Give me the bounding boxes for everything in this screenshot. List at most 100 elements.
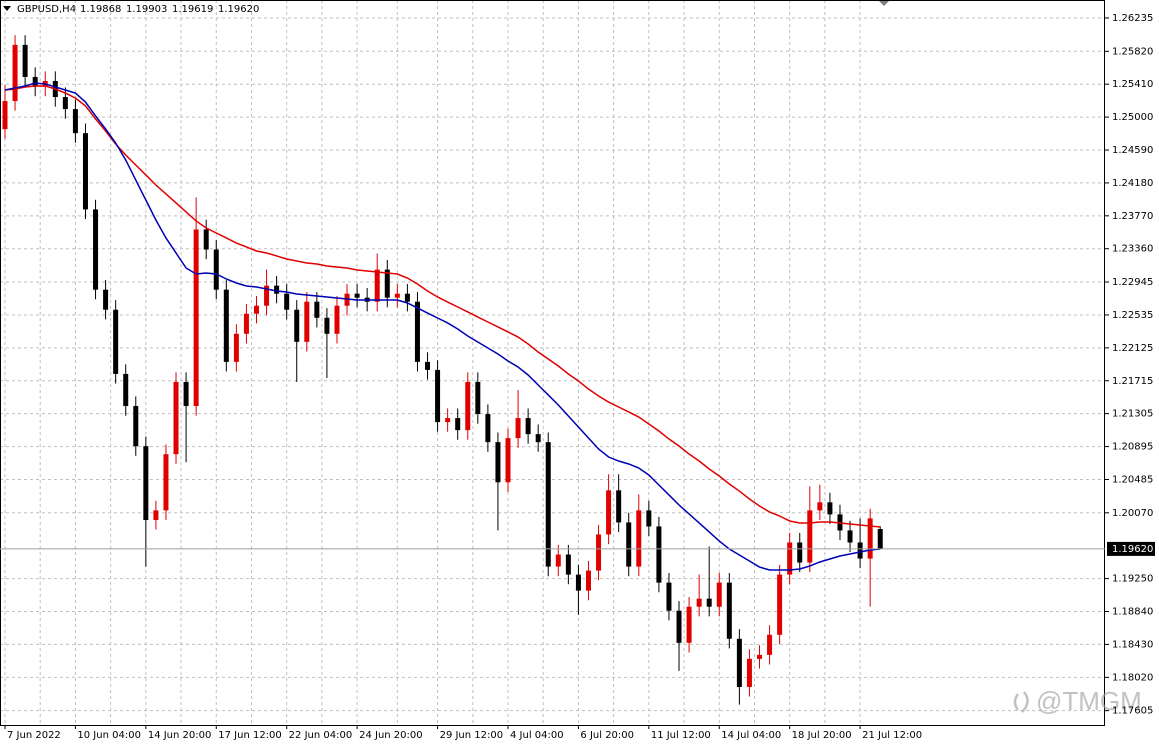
- candle-body: [233, 333, 239, 362]
- candle-body: [797, 542, 803, 563]
- x-tick-label: 14 Jul 04:00: [721, 730, 781, 741]
- candle-body: [193, 229, 199, 407]
- candle-body: [2, 101, 8, 130]
- watermark: @TMGM: [1036, 686, 1142, 716]
- candle-body: [143, 446, 149, 521]
- y-tick-label: 1.18020: [1112, 672, 1153, 683]
- candle-body: [62, 97, 68, 110]
- candle-body: [243, 313, 249, 334]
- candle-body: [354, 293, 360, 298]
- candle-body: [696, 598, 702, 607]
- candle-body: [535, 434, 541, 443]
- candle-body: [133, 406, 139, 447]
- candle-body: [485, 414, 491, 443]
- moving-average: [4, 82, 881, 571]
- y-tick-label: 1.24180: [1112, 178, 1153, 189]
- y-tick-label: 1.25410: [1112, 79, 1153, 90]
- candle-body: [213, 249, 219, 290]
- y-tick-label: 1.23770: [1112, 211, 1153, 222]
- candle-body: [525, 418, 531, 435]
- candle-body: [666, 582, 672, 611]
- candle-body: [465, 381, 471, 431]
- candle-body: [32, 76, 38, 87]
- candle-body: [163, 454, 169, 511]
- candle-body: [254, 305, 259, 314]
- candle-body: [757, 654, 762, 659]
- candle-body: [304, 301, 310, 342]
- candle-body: [183, 381, 189, 407]
- candle-body: [284, 293, 290, 310]
- current-price-label: 1.19620: [1112, 544, 1153, 555]
- y-tick-label: 1.22535: [1112, 310, 1153, 321]
- candle-body: [817, 502, 823, 511]
- watermark-logo: [1013, 691, 1029, 713]
- y-tick-label: 1.22945: [1112, 277, 1153, 288]
- candle-body: [153, 510, 159, 521]
- x-tick-label: 11 Jul 12:00: [651, 730, 711, 741]
- candle-body: [455, 418, 461, 431]
- candle-body: [12, 44, 18, 102]
- candle-body: [686, 606, 692, 643]
- candle-body: [646, 510, 652, 527]
- candle-body: [575, 574, 581, 591]
- candle-body: [545, 442, 551, 567]
- candle-body: [113, 309, 119, 374]
- candle-body: [314, 301, 320, 318]
- x-tick-label: 22 Jun 04:00: [289, 730, 353, 741]
- candle-body: [565, 554, 571, 575]
- candle-body: [22, 44, 28, 77]
- x-tick-label: 29 Jun 12:00: [440, 730, 504, 741]
- y-tick-label: 1.19250: [1112, 574, 1153, 585]
- y-tick-label: 1.26235: [1112, 13, 1153, 24]
- quote-low: 1.19619: [172, 4, 213, 15]
- candle-body: [334, 305, 340, 334]
- y-tick-label: 1.21715: [1112, 376, 1153, 387]
- candle-body: [435, 369, 441, 423]
- y-tick-label: 1.24590: [1112, 145, 1153, 156]
- x-tick-label: 10 Jun 04:00: [77, 730, 141, 741]
- candle-body: [706, 598, 712, 607]
- candle-body: [475, 381, 481, 415]
- candle-body: [676, 610, 682, 643]
- y-tick-label: 1.17605: [1112, 706, 1153, 717]
- candle-body: [716, 582, 722, 607]
- moving-average: [4, 85, 881, 528]
- quote-high: 1.19903: [126, 4, 167, 15]
- current-price-box: [1107, 541, 1155, 556]
- x-tick-label: 18 Jul 20:00: [792, 730, 852, 741]
- y-tick-label: 1.20485: [1112, 474, 1153, 485]
- candle-body: [374, 269, 380, 302]
- y-tick-label: 1.18840: [1112, 607, 1153, 618]
- x-tick-label: 6 Jul 20:00: [580, 730, 634, 741]
- shift-marker[interactable]: [879, 1, 889, 6]
- y-tick-label: 1.20070: [1112, 508, 1153, 519]
- candle-body: [616, 490, 622, 523]
- candle-body: [82, 133, 88, 210]
- candle-body: [425, 361, 431, 370]
- symbol: GBPUSD,H4: [17, 4, 76, 15]
- x-tick-label: 21 Jul 12:00: [862, 730, 922, 741]
- candle-body: [414, 301, 420, 362]
- candle-body: [767, 634, 773, 655]
- candle-body: [596, 534, 602, 571]
- menu-triangle[interactable]: [3, 6, 11, 11]
- y-tick-label: 1.25000: [1112, 112, 1153, 123]
- candle-body: [606, 490, 612, 535]
- y-tick-label: 1.23360: [1112, 244, 1153, 255]
- x-tick-label: 24 Jun 20:00: [359, 730, 423, 741]
- y-tick-label: 1.20895: [1112, 442, 1153, 453]
- candle-body: [72, 109, 78, 134]
- candle-body: [445, 418, 451, 423]
- candle-body: [93, 209, 99, 290]
- candle-body: [173, 381, 179, 455]
- candle-body: [103, 289, 109, 310]
- candle-body: [294, 309, 300, 342]
- candle-body: [384, 269, 390, 298]
- candle-body: [555, 554, 561, 567]
- candle-body: [847, 530, 853, 543]
- plot-border: [0, 0, 1105, 726]
- candle-body: [626, 522, 632, 567]
